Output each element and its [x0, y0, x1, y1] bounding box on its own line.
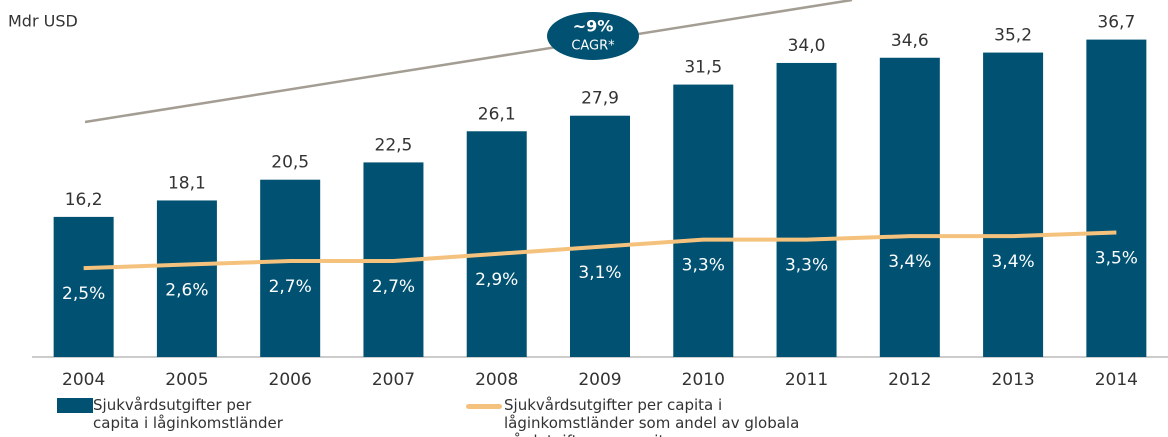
legend-entry: Sjukvårdsutgifter per capita i låginkoms…: [93, 396, 283, 432]
bar: [156, 200, 217, 357]
line: [83, 230, 1117, 271]
line-value-label: 2,7%: [269, 277, 312, 297]
line-value-label: 2,5%: [62, 284, 105, 304]
line-value-label: 3,4%: [888, 252, 931, 272]
x-tick-label: 2014: [1095, 370, 1138, 390]
x-tick-label: 2012: [888, 370, 931, 390]
x-tick-label: 2011: [785, 370, 828, 390]
line-value-label: 2,9%: [475, 270, 518, 290]
bar: [466, 131, 527, 357]
cagr-value: ~9%: [573, 17, 614, 36]
line-value-label: 3,3%: [785, 256, 828, 276]
bar: [1086, 39, 1147, 357]
cagr-bubble: [547, 12, 639, 60]
line-value-label: 3,5%: [1095, 249, 1138, 269]
bar-value-label: 18,1: [168, 173, 206, 193]
x-tick-label: 2004: [62, 370, 105, 390]
y-axis-label: Mdr USD: [8, 12, 78, 31]
bar: [53, 216, 114, 357]
legend-swatch-line: [466, 404, 502, 409]
line-value-label: 2,6%: [165, 281, 208, 301]
cagr-trend-line: [84, 0, 853, 124]
line-value-label: 2,7%: [372, 277, 415, 297]
bar: [673, 84, 734, 357]
x-tick-label: 2008: [475, 370, 518, 390]
bar-value-label: 35,2: [994, 26, 1032, 46]
bar-value-label: 34,0: [788, 36, 826, 56]
bar: [776, 62, 837, 357]
bar-value-label: 31,5: [684, 58, 722, 78]
bar-value-label: 20,5: [271, 153, 309, 173]
bar-value-label: 22,5: [375, 135, 413, 155]
legend-entry: Sjukvårdsutgifter per capita i låginkoms…: [504, 396, 800, 437]
bar-value-label: 34,6: [891, 31, 929, 51]
bar-value-label: 26,1: [478, 104, 516, 124]
x-tick-label: 2010: [682, 370, 725, 390]
x-tick-label: 2007: [372, 370, 415, 390]
legend-swatch-bar: [57, 398, 93, 413]
bar: [260, 179, 321, 357]
x-tick-label: 2006: [269, 370, 312, 390]
cagr-label: CAGR*: [571, 39, 615, 54]
x-tick-label: 2013: [991, 370, 1034, 390]
line-value-label: 3,3%: [682, 256, 725, 276]
x-tick-label: 2005: [165, 370, 208, 390]
bar-value-label: 16,2: [65, 190, 103, 210]
bar: [983, 52, 1044, 357]
bar: [879, 57, 940, 358]
bar-value-label: 27,9: [581, 89, 619, 109]
line-value-label: 3,1%: [578, 263, 621, 283]
bar-value-label: 36,7: [1097, 13, 1135, 33]
bar: [570, 115, 630, 358]
line-value-label: 3,4%: [991, 252, 1034, 272]
x-tick-label: 2009: [578, 370, 621, 390]
